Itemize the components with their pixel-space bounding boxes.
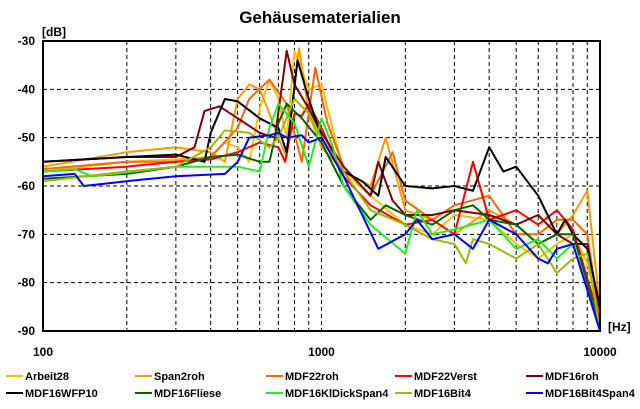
- legend-label: Span2roh: [154, 371, 205, 383]
- x-tick-label: 100: [33, 345, 53, 359]
- y-tick-label: -40: [18, 82, 36, 96]
- x-ticks: 100 1000 10000: [33, 345, 617, 359]
- y-tick-label: -70: [18, 227, 36, 241]
- y-tick-label: -80: [18, 276, 36, 290]
- series-line-MDF16WFP10: [43, 59, 600, 308]
- series-line-MDF16Bit4: [43, 98, 600, 331]
- legend-label: MDF16WFP10: [25, 388, 98, 400]
- legend-label: MDF22Verst: [414, 371, 477, 383]
- legend-label: MDF16Fliese: [154, 388, 221, 400]
- legend-label: MDF16KlDickSpan4: [285, 388, 389, 400]
- legend-label: Arbeit28: [25, 371, 69, 383]
- y-tick-label: -60: [18, 179, 36, 193]
- chart-title: Gehäusematerialien: [239, 8, 401, 27]
- legend: Arbeit28 Span2roh MDF22roh MDF22Verst MDF16r…: [6, 371, 636, 400]
- legend-label: MDF22roh: [285, 371, 339, 383]
- x-tick-label: 10000: [583, 345, 617, 359]
- y-ticks: -30 -40 -50 -60 -70 -80 -90: [18, 34, 36, 338]
- legend-label: MDF16Bit4: [414, 388, 472, 400]
- series-line-Arbeit28: [43, 49, 600, 317]
- y-tick-label: -30: [18, 34, 36, 48]
- x-axis-label: [Hz]: [608, 320, 631, 334]
- series-lines: [43, 47, 600, 331]
- series-line-MDF16roh: [43, 49, 600, 312]
- y-tick-label: -90: [18, 324, 36, 338]
- series-line-MDF22Verst: [43, 102, 600, 322]
- y-tick-label: -50: [18, 131, 36, 145]
- series-line-MDF16Bit4Span4: [43, 131, 600, 331]
- plot-frame: [42, 40, 601, 332]
- legend-label: MDF16Bit4Span4: [545, 388, 636, 400]
- legend-label: MDF16roh: [545, 371, 599, 383]
- y-axis-label: [dB]: [42, 25, 66, 39]
- x-tick-label: 1000: [308, 345, 335, 359]
